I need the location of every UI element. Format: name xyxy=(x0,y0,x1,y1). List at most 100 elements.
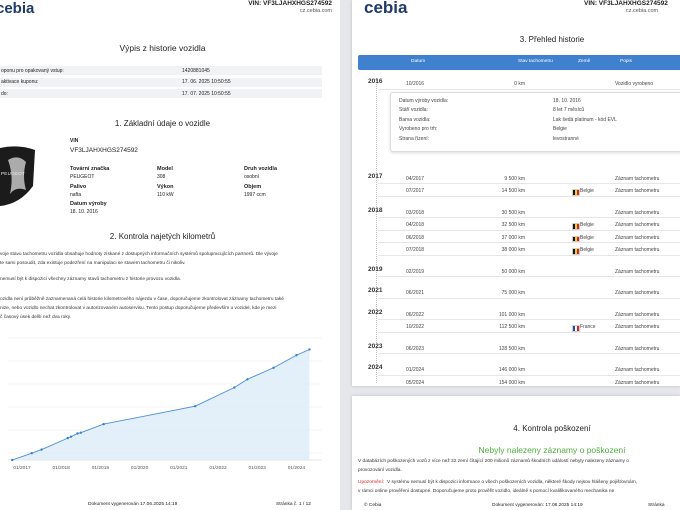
coupon-label: oponu pro opakovaný vstup: xyxy=(1,67,64,74)
flag-stripe xyxy=(573,326,575,331)
detail-value: 18. 10. 2016 xyxy=(553,97,581,104)
footer-generated: Dokument vygenerován 17.06.2025 14:19 xyxy=(88,502,178,507)
x-tick-label: 01/2024 xyxy=(288,465,306,471)
coupon-value: 17. 07. 2025 10:50:55 xyxy=(182,90,231,97)
field-value: nafta xyxy=(70,191,82,198)
site: cz.cebia.com xyxy=(299,8,332,14)
paragraph-line: nize, nebo vozidlo nechat zkontrolovat v… xyxy=(0,306,277,311)
row-date: 04/2018 xyxy=(406,222,425,228)
brand-logo: PEUGEOT xyxy=(0,146,35,206)
flag-stripe xyxy=(577,224,579,229)
flag-icon xyxy=(572,235,580,242)
row-km: 101 000 km xyxy=(498,311,525,318)
row-km: 9 500 km xyxy=(504,175,525,182)
footer-page: Stránka č. 1 / 12 xyxy=(276,502,311,507)
coupon-row-bg xyxy=(0,77,322,87)
field-value: osobní xyxy=(244,174,260,180)
coupon-value: 1420881045 xyxy=(182,67,210,74)
coupon-row-bg xyxy=(0,66,322,75)
year-label: 2024 xyxy=(368,364,383,371)
row-km: 38 000 km xyxy=(501,247,525,253)
vin-header: VIN: VF3LJAHXHGS274592 xyxy=(248,0,332,7)
section-heading: 4. Kontrola poškození xyxy=(513,424,591,433)
footer-copy: © Cebia xyxy=(364,503,382,508)
flag-stripe xyxy=(573,224,575,229)
row-separator xyxy=(378,353,680,354)
row-separator xyxy=(378,254,680,256)
row-description: Záznam tachometru xyxy=(615,367,660,373)
detail-label: Datum výroby vozidla: xyxy=(399,97,449,104)
timeline xyxy=(376,78,377,383)
x-tick-label: 01/2023 xyxy=(249,465,267,471)
flag-stripe xyxy=(577,236,579,241)
section-heading: 3. Přehled historie xyxy=(519,35,585,44)
table-header-cell: Datum xyxy=(411,59,426,64)
coupon-label: do: xyxy=(1,90,8,97)
warning-text: v rámci online prověření dostupné. Dopor… xyxy=(358,489,615,494)
no-damage-heading: Nebyly nalezeny záznamy o poškození xyxy=(478,445,626,455)
row-country: Belgie xyxy=(580,234,594,241)
mileage-point xyxy=(69,435,73,438)
row-date: 07/2018 xyxy=(406,247,425,253)
mileage-point xyxy=(40,448,43,451)
row-separator xyxy=(378,331,680,333)
row-date: 06/2021 xyxy=(406,290,425,296)
paragraph-line: č časový úsek delší než dva roky. xyxy=(0,315,72,320)
table-header-cell: Země xyxy=(578,59,591,64)
mileage-point xyxy=(79,431,83,434)
coupon-label: aktivace kuponu: xyxy=(1,79,39,85)
field-label: Palivo xyxy=(70,183,87,190)
table-header-cell: Stav tachometru xyxy=(518,59,553,64)
flag-icon xyxy=(572,248,580,255)
flag-stripe xyxy=(573,236,575,241)
x-tick-label: 01/2022 xyxy=(209,465,227,471)
field-label: Model xyxy=(157,166,173,172)
row-description: Záznam tachometru xyxy=(615,311,660,318)
flag-stripe xyxy=(575,236,577,241)
mileage-point xyxy=(233,386,236,389)
row-separator xyxy=(378,374,680,376)
mileage-point xyxy=(308,348,311,351)
damage-text: provozování vozidla. xyxy=(358,468,402,473)
mileage-point xyxy=(76,432,79,435)
coupon-value: 17. 06. 2025 10:50:55 xyxy=(182,79,231,85)
x-tick-label: 01/2017 xyxy=(13,465,31,471)
row-separator xyxy=(378,183,680,184)
page-right-bottom: 4. Kontrola poškození Nebyly nalezeny záz… xyxy=(352,396,680,510)
page-right-top: cebia VIN: VF3LJAHXHGS274592 cz.cebia.com 3… xyxy=(352,0,680,386)
detail-label: Stáří vozidla: xyxy=(399,107,428,113)
mileage-line xyxy=(12,349,310,461)
year-label: 2017 xyxy=(368,172,383,180)
row-separator xyxy=(378,88,680,90)
paragraph-line: nemusí být k dispozici všechny záznamy s… xyxy=(0,277,182,282)
flag-icon xyxy=(572,223,580,230)
row-country: Belgie xyxy=(580,188,594,194)
row-km: 32 500 km xyxy=(501,222,525,228)
flag-icon xyxy=(572,189,580,196)
row-date: 06/2018 xyxy=(406,234,425,241)
table-header: Datum Stav tachometru Země Popis xyxy=(358,55,680,70)
row-description: Záznam tachometru xyxy=(615,188,660,194)
mileage-point xyxy=(193,404,197,408)
warning-text: V systému nemusí být k dispozici informa… xyxy=(387,480,638,485)
row-km: 0 km xyxy=(514,81,525,87)
field-label: Výkon xyxy=(157,183,174,190)
section-heading: 2. Kontrola najetých kilometrů xyxy=(109,232,216,241)
row-km: 14 500 km xyxy=(501,188,525,194)
row-km: 112 500 km xyxy=(499,324,525,330)
page-left: cebia VIN: VF3LJAHXHGS274592 cz.cebia.com V… xyxy=(0,0,340,510)
paragraph-line: ozidla není průběžně zaznamenaná celá hi… xyxy=(0,297,284,302)
detail-value: Belgie xyxy=(553,126,567,132)
row-separator xyxy=(378,217,680,218)
row-description: Záznam tachometru xyxy=(615,345,660,352)
row-description: Záznam tachometru xyxy=(615,234,660,241)
detail-value: 8 let 7 měsíců xyxy=(553,107,585,113)
footer-generated: Dokument vygenerován: 17.08.2025 14:19 xyxy=(492,503,583,508)
vin-value: VF3LJAHXHGS274592 xyxy=(70,147,138,154)
flag-icon xyxy=(572,325,580,332)
mileage-chart: 01/2017 01/2018 01/2019 01/2020 01/2021 01/20… xyxy=(0,330,330,480)
year-label: 2021 xyxy=(368,287,383,294)
mileage-point xyxy=(11,458,14,462)
detail-value: Lak šedá platinum - kód EVL xyxy=(553,116,617,123)
brand-logo-text: PEUGEOT xyxy=(1,171,26,176)
